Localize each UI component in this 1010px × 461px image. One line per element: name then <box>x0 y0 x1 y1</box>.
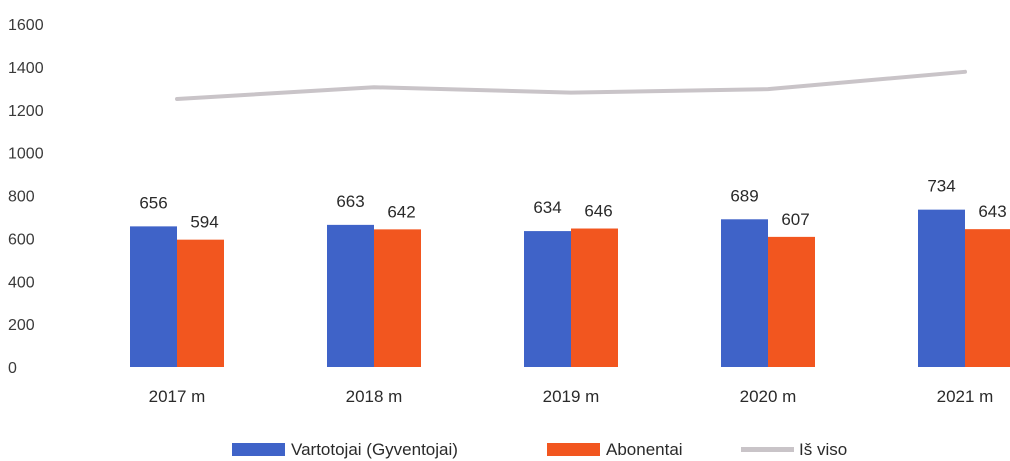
data-label-layer: 656 663 634 689 734 594 642 646 607 643 <box>139 177 1006 232</box>
legend-subscribers-label: Abonentai <box>606 440 683 459</box>
consumers-bar <box>327 224 374 367</box>
consumers-value-label: 656 <box>139 193 167 212</box>
subscribers-value-label: 646 <box>584 202 612 221</box>
consumers-bar <box>130 226 177 367</box>
legend-subscribers-swatch <box>547 443 600 456</box>
y-tick-label: 600 <box>8 231 35 248</box>
x-axis: 2017 m 2018 m 2019 m 2020 m 2021 m <box>149 387 994 406</box>
legend-consumers-label: Vartotojai (Gyventojai) <box>291 440 458 459</box>
total-series-line <box>175 69 967 102</box>
legend-consumers-swatch <box>232 443 285 456</box>
consumers-bar <box>918 209 965 367</box>
y-tick-label: 1600 <box>8 17 44 34</box>
legend: Vartotojai (Gyventojai) Abonentai Iš viso <box>232 440 847 459</box>
subscribers-bar <box>177 239 224 367</box>
y-tick-label: 1000 <box>8 146 44 163</box>
total-line-layer <box>175 69 967 102</box>
consumers-value-label: 663 <box>336 192 364 211</box>
y-tick-label: 800 <box>8 189 35 206</box>
consumers-bar <box>721 219 768 367</box>
bar-layer <box>130 209 1010 367</box>
y-tick-label: 400 <box>8 274 35 291</box>
subscribers-value-label: 642 <box>387 202 415 221</box>
subscribers-value-label: 607 <box>781 210 809 229</box>
y-tick-label: 200 <box>8 317 35 334</box>
y-tick-label: 1200 <box>8 103 44 120</box>
y-tick-label: 1400 <box>8 60 44 77</box>
subscribers-value-label: 643 <box>978 202 1006 221</box>
subscribers-bar <box>571 228 618 367</box>
x-category-label: 2019 m <box>543 387 600 406</box>
x-category-label: 2021 m <box>937 387 994 406</box>
legend-total-label: Iš viso <box>799 440 847 459</box>
consumers-value-label: 689 <box>730 186 758 205</box>
legend-total-swatch <box>741 447 794 452</box>
x-category-label: 2020 m <box>740 387 797 406</box>
x-category-label: 2017 m <box>149 387 206 406</box>
y-tick-label: 0 <box>8 360 17 377</box>
consumers-value-label: 734 <box>927 177 955 196</box>
subscribers-bar <box>768 236 815 367</box>
subscribers-bar <box>374 229 421 367</box>
x-category-label: 2018 m <box>346 387 403 406</box>
subscribers-value-label: 594 <box>190 213 218 232</box>
y-axis: 0 200 400 600 800 1000 1200 1400 1600 <box>8 17 44 377</box>
consumers-value-label: 634 <box>533 198 561 217</box>
consumers-bar <box>524 231 571 367</box>
subscribers-bar <box>965 229 1010 367</box>
